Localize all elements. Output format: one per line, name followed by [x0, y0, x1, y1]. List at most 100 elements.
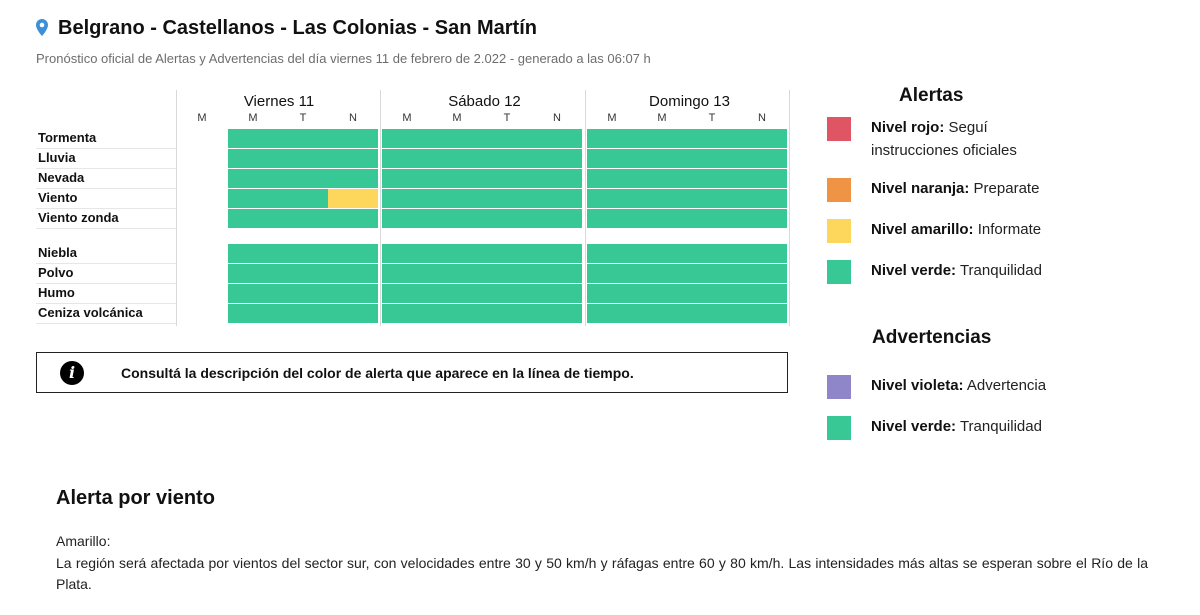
row-divider: [36, 283, 176, 284]
alert-cell-green: [278, 169, 328, 188]
alert-cell-green: [637, 264, 687, 283]
alert-cell-green: [382, 284, 432, 303]
legend-swatch-orange: [827, 178, 851, 202]
alert-cell-green: [432, 209, 482, 228]
legend-level: Nivel verde:: [871, 262, 957, 279]
legend-desc: Informate: [973, 221, 1042, 238]
alert-cell-green: [278, 264, 328, 283]
period-label: M: [452, 112, 462, 124]
period-label: M: [657, 112, 667, 124]
legend-swatch-green: [827, 260, 851, 284]
alert-level-label: Amarillo:: [56, 533, 111, 549]
alert-cell-green: [587, 149, 637, 168]
row-label: Viento zonda: [38, 210, 119, 225]
row-divider: [36, 168, 176, 169]
legend-desc: Tranquilidad: [956, 262, 1042, 279]
alert-cell-green: [687, 149, 737, 168]
legend-level: Nivel verde:: [871, 418, 957, 435]
row-divider: [36, 228, 176, 229]
alert-cell-green: [687, 284, 737, 303]
legend-item-red: Nivel rojo: Seguí instrucciones oficiale…: [871, 116, 1046, 162]
alert-description: La región será afectada por vientos del …: [56, 555, 1148, 592]
row-divider: [36, 208, 176, 209]
grid-separator: [585, 90, 586, 326]
alert-cell-green: [737, 129, 787, 148]
alert-cell-green: [432, 129, 482, 148]
alert-cell-green: [687, 169, 737, 188]
period-label: T: [503, 112, 511, 124]
alert-cell-green: [228, 129, 278, 148]
alert-cell-green: [587, 169, 637, 188]
legend-alertas-title: Alertas: [899, 85, 964, 106]
period-label: N: [758, 112, 766, 124]
legend-level: Nivel naranja:: [871, 180, 970, 197]
alert-cell-green: [278, 189, 328, 208]
alert-cell-green: [587, 209, 637, 228]
alert-cell-green: [637, 304, 687, 323]
alert-cell-green: [432, 189, 482, 208]
legend-level: Nivel rojo:: [871, 119, 945, 136]
period-label: M: [607, 112, 617, 124]
day-label: Viernes 11: [243, 93, 315, 110]
period-label: N: [553, 112, 561, 124]
alert-cell-green: [587, 304, 637, 323]
legend-item-green: Nivel verde: Tranquilidad: [871, 415, 1091, 438]
alert-cell-yellow: [328, 189, 378, 208]
period-label: T: [708, 112, 716, 124]
alert-cell-green: [328, 264, 378, 283]
row-label: Lluvia: [38, 150, 76, 165]
legend-swatch-violet: [827, 375, 851, 399]
grid-separator: [176, 90, 177, 326]
alert-cell-green: [328, 209, 378, 228]
alert-cell-green: [382, 129, 432, 148]
alert-cell-green: [587, 244, 637, 263]
alert-cell-green: [328, 149, 378, 168]
legend-swatch-red: [827, 117, 851, 141]
alert-cell-green: [687, 189, 737, 208]
legend-level: Nivel violeta:: [871, 377, 964, 394]
legend-level: Nivel amarillo:: [871, 221, 974, 238]
alert-cell-green: [737, 189, 787, 208]
alert-cell-green: [482, 189, 532, 208]
legend-desc: Advertencia: [963, 377, 1047, 394]
row-label: Humo: [38, 285, 75, 300]
alert-cell-green: [228, 169, 278, 188]
alert-timeline: Viernes 11 Sábado 12 Domingo 13 M M T N M M T N M M T…: [36, 88, 792, 328]
alert-cell-green: [328, 244, 378, 263]
legend-desc: Tranquilidad: [956, 418, 1042, 435]
alert-cell-green: [382, 169, 432, 188]
alert-cell-green: [532, 129, 582, 148]
info-text: Consultá la descripción del color de ale…: [121, 365, 634, 381]
legend-advertencias-title: Advertencias: [872, 327, 992, 348]
alert-section-title: Alerta por viento: [56, 487, 215, 509]
alert-cell-green: [587, 129, 637, 148]
legend-item-violet: Nivel violeta: Advertencia: [871, 374, 1091, 397]
alert-cell-green: [587, 189, 637, 208]
row-divider: [36, 148, 176, 149]
alert-cell-green: [278, 244, 328, 263]
alert-cell-green: [532, 264, 582, 283]
alert-cell-green: [228, 244, 278, 263]
row-divider: [36, 323, 176, 324]
alert-cell-green: [687, 209, 737, 228]
grid-separator: [789, 90, 790, 326]
alert-cell-green: [532, 209, 582, 228]
alert-cell-green: [382, 149, 432, 168]
alert-cell-green: [228, 264, 278, 283]
alert-cell-green: [382, 244, 432, 263]
legend-swatch-yellow: [827, 219, 851, 243]
alert-cell-green: [382, 189, 432, 208]
row-label: Ceniza volcánica: [38, 305, 143, 320]
alert-cell-green: [587, 264, 637, 283]
alert-cell-green: [228, 209, 278, 228]
row-label: Tormenta: [38, 130, 97, 145]
period-label: M: [248, 112, 258, 124]
alert-cell-green: [532, 149, 582, 168]
legend-item-orange: Nivel naranja: Preparate: [871, 177, 1046, 200]
alert-cell-green: [482, 129, 532, 148]
row-divider: [36, 303, 176, 304]
alert-cell-green: [228, 304, 278, 323]
alert-cell-green: [328, 284, 378, 303]
alert-cell-green: [737, 149, 787, 168]
row-label: Viento: [38, 190, 78, 205]
